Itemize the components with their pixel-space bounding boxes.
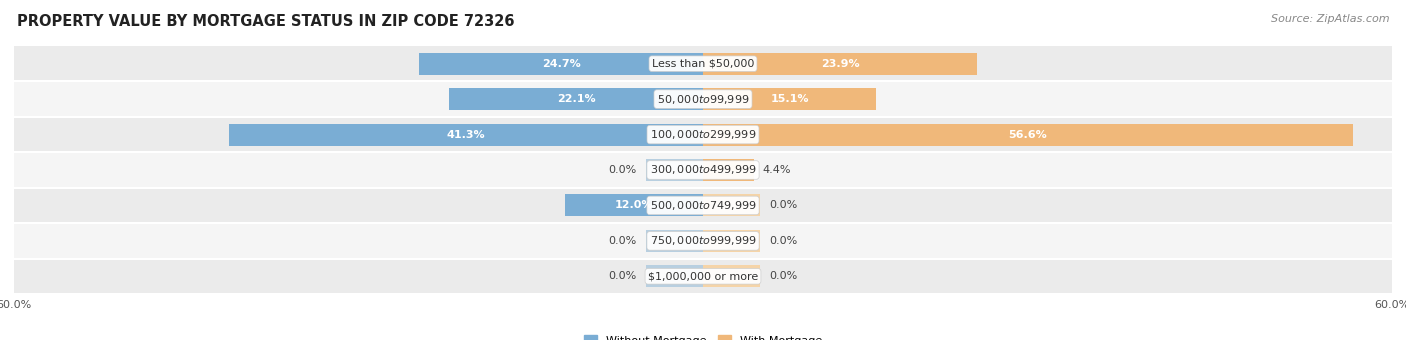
Text: 23.9%: 23.9% bbox=[821, 59, 859, 69]
Text: $500,000 to $749,999: $500,000 to $749,999 bbox=[650, 199, 756, 212]
Text: 22.1%: 22.1% bbox=[557, 94, 595, 104]
Bar bbox=[14, 188, 1392, 223]
Bar bbox=[703, 194, 761, 217]
Text: $50,000 to $99,999: $50,000 to $99,999 bbox=[657, 92, 749, 106]
Bar bbox=[565, 194, 703, 217]
Text: $750,000 to $999,999: $750,000 to $999,999 bbox=[650, 234, 756, 248]
Bar bbox=[703, 123, 1353, 146]
Text: 0.0%: 0.0% bbox=[609, 236, 637, 246]
Bar bbox=[703, 88, 876, 110]
Text: 12.0%: 12.0% bbox=[614, 201, 654, 210]
Text: 0.0%: 0.0% bbox=[609, 271, 637, 281]
Bar bbox=[229, 123, 703, 146]
Bar bbox=[14, 46, 1392, 81]
Bar bbox=[14, 152, 1392, 188]
Bar bbox=[14, 259, 1392, 294]
Text: 4.4%: 4.4% bbox=[762, 165, 792, 175]
Text: 0.0%: 0.0% bbox=[769, 201, 797, 210]
Text: 15.1%: 15.1% bbox=[770, 94, 808, 104]
Bar bbox=[14, 117, 1392, 152]
Bar bbox=[419, 53, 703, 75]
Bar bbox=[703, 53, 977, 75]
Text: Less than $50,000: Less than $50,000 bbox=[652, 59, 754, 69]
Bar bbox=[14, 81, 1392, 117]
Bar bbox=[703, 159, 754, 181]
Text: 24.7%: 24.7% bbox=[541, 59, 581, 69]
Text: $1,000,000 or more: $1,000,000 or more bbox=[648, 271, 758, 281]
Text: Source: ZipAtlas.com: Source: ZipAtlas.com bbox=[1271, 14, 1389, 23]
Legend: Without Mortgage, With Mortgage: Without Mortgage, With Mortgage bbox=[583, 335, 823, 340]
Text: 0.0%: 0.0% bbox=[769, 236, 797, 246]
Bar bbox=[645, 159, 703, 181]
Text: 41.3%: 41.3% bbox=[447, 130, 485, 139]
Bar bbox=[645, 265, 703, 287]
Bar bbox=[703, 230, 761, 252]
Bar bbox=[703, 265, 761, 287]
Text: 56.6%: 56.6% bbox=[1008, 130, 1047, 139]
Text: 0.0%: 0.0% bbox=[769, 271, 797, 281]
Bar bbox=[645, 230, 703, 252]
Text: $100,000 to $299,999: $100,000 to $299,999 bbox=[650, 128, 756, 141]
Bar bbox=[14, 223, 1392, 259]
Bar bbox=[450, 88, 703, 110]
Text: $300,000 to $499,999: $300,000 to $499,999 bbox=[650, 164, 756, 176]
Text: 0.0%: 0.0% bbox=[609, 165, 637, 175]
Text: PROPERTY VALUE BY MORTGAGE STATUS IN ZIP CODE 72326: PROPERTY VALUE BY MORTGAGE STATUS IN ZIP… bbox=[17, 14, 515, 29]
